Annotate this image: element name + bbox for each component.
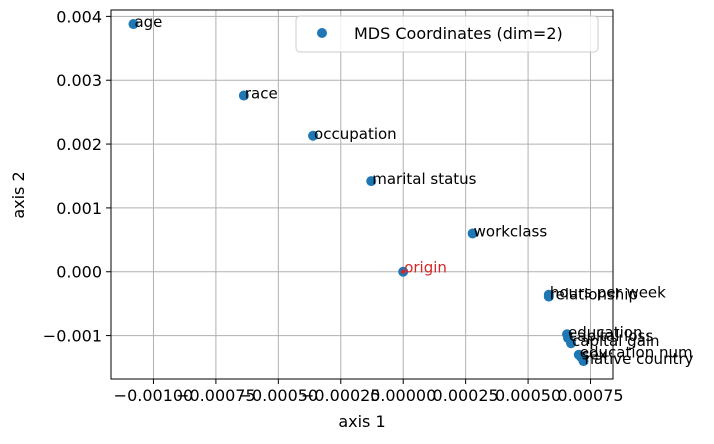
y-axis-label: axis 2 [9, 171, 28, 218]
y-tick-label: 0.000 [56, 263, 102, 282]
legend-label: MDS Coordinates (dim=2) [354, 24, 563, 43]
point-label: relationship [550, 286, 638, 304]
point-label: education num [580, 344, 693, 362]
points-layer [128, 19, 589, 367]
data-point [578, 356, 589, 367]
x-tick-label: −0.00075 [176, 386, 256, 405]
point-label: sex [582, 346, 608, 364]
point-label: native country [585, 350, 694, 368]
data-point [366, 176, 377, 187]
data-point [128, 19, 139, 30]
point-label: workclass [474, 222, 548, 240]
point-label: race [245, 85, 278, 103]
point-labels-layer: age race occupation marital status workclass… [134, 13, 693, 368]
legend-box [295, 15, 599, 53]
plot-frame [110, 9, 614, 380]
data-point [566, 338, 577, 349]
point-label: capital gain [572, 332, 660, 350]
ticks-layer: −0.00100−0.00075−0.00050−0.000250.000000… [43, 7, 624, 405]
point-label: age [134, 13, 162, 31]
point-label: occupation [314, 125, 397, 143]
point-label: education [568, 323, 642, 341]
x-tick-label: 0.00050 [495, 386, 561, 405]
data-point [238, 90, 249, 101]
x-tick-label: 0.00075 [557, 386, 623, 405]
legend-marker [317, 28, 327, 38]
point-label: hours per week [550, 284, 666, 302]
point-label: marital status [372, 170, 476, 188]
x-tick-label: −0.00100 [114, 386, 194, 405]
x-axis-label: axis 1 [338, 412, 385, 431]
grid-layer [111, 10, 613, 379]
y-tick-label: 0.001 [56, 199, 102, 218]
x-tick-label: 0.00025 [433, 386, 499, 405]
x-tick-label: −0.00050 [239, 386, 319, 405]
data-point [467, 228, 478, 239]
y-tick-label: 0.004 [56, 7, 102, 26]
point-label: capital loss [569, 327, 653, 345]
origin-point-center [401, 269, 406, 274]
data-point [543, 291, 554, 302]
origin-label: origin [404, 259, 447, 277]
y-tick-label: 0.003 [56, 71, 102, 90]
y-tick-label: 0.002 [56, 135, 102, 154]
y-tick-label: −0.001 [43, 327, 102, 346]
x-tick-label: −0.00025 [301, 386, 381, 405]
x-tick-label: 0.00000 [370, 386, 436, 405]
legend: MDS Coordinates (dim=2) [295, 15, 599, 53]
data-point [308, 130, 319, 141]
